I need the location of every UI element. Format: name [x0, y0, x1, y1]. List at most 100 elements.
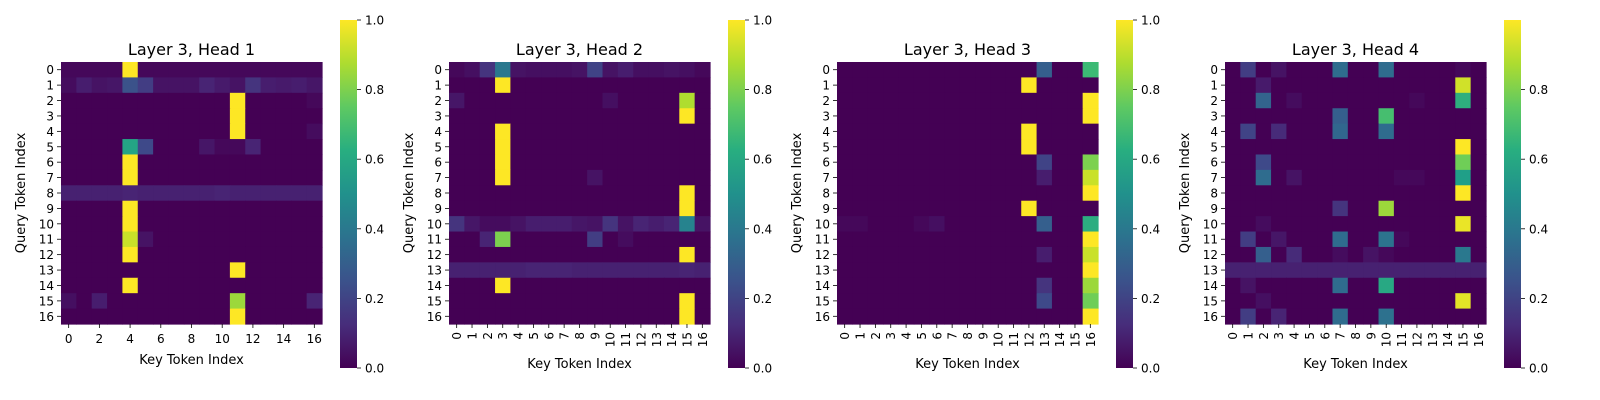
heatmap-cell [1082, 308, 1099, 325]
heatmap-cell [944, 92, 961, 109]
colorbar-gradient [340, 20, 357, 368]
heatmap-cell [587, 185, 604, 202]
heatmap-cell [275, 293, 292, 310]
heatmap-cell [1393, 262, 1410, 279]
heatmap-cell [1317, 277, 1334, 294]
heatmap-cell [525, 200, 542, 217]
heatmap-cell [929, 262, 946, 279]
heatmap-cell [76, 185, 93, 202]
heatmap-cell [633, 62, 650, 79]
heatmap-cell [867, 216, 884, 233]
colorbar-tick-label: 0.2 [753, 292, 772, 306]
heatmap-cell [1424, 169, 1441, 186]
heatmap-cell [1051, 139, 1068, 156]
heatmap-cell [76, 123, 93, 140]
heatmap-cell [1317, 123, 1334, 140]
heatmap-cell [1378, 262, 1395, 279]
heatmap-cell [1301, 277, 1318, 294]
heatmap-cell [944, 200, 961, 217]
heatmap-cell [1036, 108, 1053, 125]
heatmap-cell [541, 92, 558, 109]
heatmap-cell [1082, 62, 1099, 79]
heatmap-cell [929, 185, 946, 202]
heatmap-cell [260, 139, 277, 156]
heatmap-cell [1067, 169, 1084, 186]
heatmap-cell [153, 169, 170, 186]
heatmap-cell [1036, 200, 1053, 217]
y-tick-label: 14 [39, 279, 54, 293]
heatmap-cell [617, 169, 634, 186]
heatmap-cell [1317, 185, 1334, 202]
heatmap-cell [883, 77, 900, 94]
heatmap-cell [1255, 277, 1272, 294]
heatmap-cell [510, 77, 527, 94]
heatmap-cell [91, 139, 108, 156]
heatmap-cell [1378, 293, 1395, 310]
y-tick-label: 5 [822, 140, 830, 154]
heatmap-cell [183, 139, 200, 156]
heatmap-cell [883, 231, 900, 248]
heatmap-cell [663, 77, 680, 94]
heatmap-cell [1036, 139, 1053, 156]
heatmap-cell [913, 293, 930, 310]
heatmap-cell [449, 231, 465, 248]
heatmap-cell [571, 200, 588, 217]
heatmap-cell [510, 308, 527, 325]
heatmap-cell [587, 200, 604, 217]
heatmap-cell [525, 62, 542, 79]
heatmap-cell [275, 200, 292, 217]
heatmap-cell [275, 216, 292, 233]
heatmap-cell [1301, 262, 1318, 279]
heatmap-cell [153, 62, 170, 79]
heatmap-cell [679, 108, 696, 125]
heatmap-cell [464, 308, 481, 325]
heatmap-cell [1424, 185, 1441, 202]
heatmap-cell [663, 246, 680, 263]
heatmap-cell [275, 185, 292, 202]
x-tick-label: 10 [1380, 332, 1394, 347]
heatmap-cell [1424, 293, 1441, 310]
y-tick-label: 8 [822, 187, 830, 201]
heatmap-cell [137, 139, 154, 156]
heatmap-cell [1301, 92, 1318, 109]
heatmap-cell [1225, 169, 1241, 186]
heatmap-cell [1301, 216, 1318, 233]
heatmap-cell [1240, 169, 1257, 186]
heatmap-cell [1005, 231, 1022, 248]
heatmap-cell [510, 123, 527, 140]
heatmap-cell [959, 231, 976, 248]
y-tick-label: 14 [427, 279, 442, 293]
heatmap-cell [1470, 246, 1487, 263]
heatmap-cell [867, 77, 884, 94]
heatmap-cell [168, 123, 185, 140]
heatmap-cell [1424, 123, 1441, 140]
heatmap-cell [525, 246, 542, 263]
heatmap-cell [214, 62, 231, 79]
heatmap-cell [1255, 246, 1272, 263]
heatmap-cell [867, 154, 884, 171]
heatmap-cell [617, 77, 634, 94]
heatmap-cell [1332, 185, 1349, 202]
y-tick-label: 4 [822, 125, 830, 139]
heatmap-cell [107, 216, 124, 233]
heatmap-cell [1225, 62, 1241, 79]
heatmap-cell [944, 308, 961, 325]
heatmap-cell [1067, 154, 1084, 171]
heatmap-cell [633, 308, 650, 325]
heatmap-cell [1255, 139, 1272, 156]
heatmap-cells [837, 62, 1099, 325]
heatmap-cell [929, 154, 946, 171]
heatmap-cell [449, 277, 465, 294]
x-tick-label: 4 [1288, 332, 1302, 340]
heatmap-cell [837, 92, 853, 109]
heatmap-cell [1051, 123, 1068, 140]
heatmap-cell [168, 216, 185, 233]
heatmap-cell [107, 185, 124, 202]
heatmap-cell [464, 92, 481, 109]
heatmap-cell [1409, 154, 1426, 171]
heatmap-cell [1347, 154, 1364, 171]
heatmap-cell [1363, 62, 1380, 79]
heatmap-cell [1271, 185, 1288, 202]
heatmap-cell [479, 231, 496, 248]
heatmap-cell [107, 277, 124, 294]
